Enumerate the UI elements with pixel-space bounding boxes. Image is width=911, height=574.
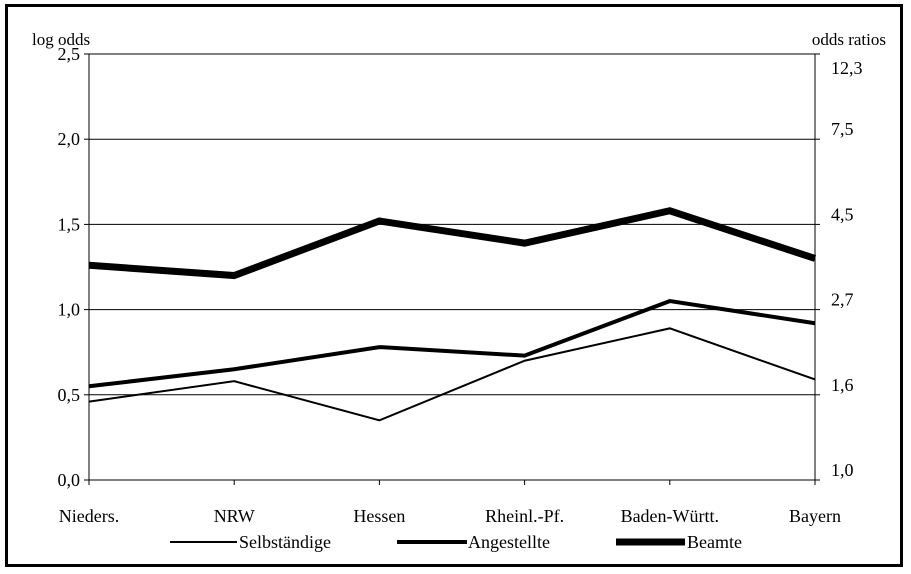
right-tick-label: 7,5 (831, 119, 854, 139)
left-tick-label: 1,5 (58, 214, 81, 234)
right-tick-label: 2,7 (831, 290, 854, 310)
left-tick-label: 2,0 (58, 129, 81, 149)
right-tick-label: 12,3 (831, 58, 863, 78)
chart-frame: 0,0 0,5 1,0 1,5 2,0 2,5 1,0 1,6 2,7 4,5 7,5 12,3 Nie… (5, 4, 903, 567)
series-line-beamte (88, 207, 817, 280)
right-axis-title: odds ratios (812, 30, 886, 49)
right-tick-label: 1,6 (831, 375, 854, 395)
x-tick-label: Nieders. (59, 506, 119, 526)
right-tick-label: 1,0 (831, 460, 854, 480)
line-chart: 0,0 0,5 1,0 1,5 2,0 2,5 1,0 1,6 2,7 4,5 7,5 12,3 Nie… (32, 30, 886, 552)
left-tick-label: 0,0 (58, 470, 81, 490)
legend-label: Selbständige (239, 532, 331, 552)
series-line-selbständige (88, 327, 816, 422)
legend-label: Beamte (687, 532, 742, 552)
x-tick-label: Bayern (789, 506, 841, 526)
left-tick-label: 2,5 (58, 44, 81, 64)
left-tick-label: 0,5 (58, 385, 81, 405)
left-axis-title: log odds (32, 30, 90, 49)
x-tick-label: NRW (214, 506, 255, 526)
x-tick-label: Baden-Württ. (621, 506, 719, 526)
series-line-angestellte (88, 299, 816, 389)
x-tick-label: Hessen (353, 506, 405, 526)
x-tick-label: Rheinl.-Pf. (485, 506, 564, 526)
legend-label: Angestellte (468, 532, 550, 552)
left-tick-label: 1,0 (58, 300, 81, 320)
right-tick-label: 4,5 (831, 204, 854, 224)
